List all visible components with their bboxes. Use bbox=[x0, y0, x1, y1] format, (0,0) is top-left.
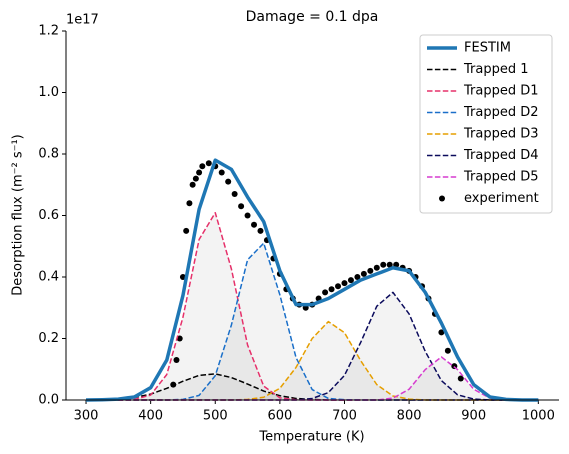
experiment-point bbox=[251, 221, 258, 228]
experiment-point bbox=[176, 335, 183, 342]
experiment-point bbox=[360, 270, 367, 277]
experiment-point bbox=[341, 280, 348, 287]
x-axis-label: Temperature (K) bbox=[258, 430, 364, 445]
legend-label: Trapped D3 bbox=[463, 127, 539, 142]
chart-title: Damage = 0.1 dpa bbox=[246, 9, 379, 25]
experiment-point bbox=[225, 178, 232, 185]
y-tick-label: 0.6 bbox=[38, 208, 59, 223]
area bbox=[86, 292, 539, 400]
experiment-point bbox=[373, 264, 380, 271]
experiment-point bbox=[173, 357, 180, 364]
x-tick-label: 900 bbox=[461, 409, 486, 424]
x-tick-label: 500 bbox=[203, 409, 228, 424]
area bbox=[86, 356, 539, 400]
legend-label: Trapped D5 bbox=[463, 170, 539, 185]
legend-marker bbox=[439, 195, 445, 202]
experiment-point bbox=[335, 283, 342, 290]
y-tick-label: 0.2 bbox=[38, 331, 59, 346]
x-tick-label: 1000 bbox=[522, 409, 555, 424]
experiment-point bbox=[438, 329, 445, 336]
experiment-point bbox=[231, 190, 238, 197]
x-tick-label: 800 bbox=[397, 409, 422, 424]
experiment-point bbox=[367, 267, 374, 274]
legend-label: Trapped D1 bbox=[463, 84, 539, 99]
y-tick-label: 0.0 bbox=[38, 393, 59, 408]
experiment-point bbox=[199, 163, 206, 170]
legend-label: Trapped 1 bbox=[463, 62, 529, 77]
legend-label: FESTIM bbox=[464, 41, 511, 56]
experiment-point bbox=[205, 160, 212, 167]
experiment-point bbox=[244, 212, 251, 219]
series-line bbox=[85, 158, 539, 402]
experiment-point bbox=[393, 261, 400, 268]
experiment-point bbox=[192, 175, 199, 182]
experiment-point bbox=[183, 227, 190, 234]
experiment-point bbox=[186, 200, 193, 207]
x-tick-label: 700 bbox=[332, 409, 357, 424]
experiment-point bbox=[347, 277, 354, 284]
y-tick-label: 0.8 bbox=[38, 147, 59, 162]
experiment-point bbox=[322, 289, 329, 296]
y-offset-label: 1e17 bbox=[66, 13, 99, 28]
experiment-point bbox=[196, 169, 203, 176]
experiment-point bbox=[257, 227, 264, 234]
y-axis-label: Desorption flux (m⁻² s⁻¹) bbox=[11, 134, 26, 295]
experiment-point bbox=[354, 274, 361, 280]
experiment-point bbox=[457, 375, 464, 382]
experiment-point bbox=[444, 347, 451, 354]
y-tick-label: 1.2 bbox=[38, 24, 59, 39]
experiment-point bbox=[386, 261, 393, 268]
legend-label: Trapped D4 bbox=[463, 148, 539, 163]
legend-box bbox=[419, 34, 553, 214]
area bbox=[86, 321, 539, 400]
x-tick-label: 400 bbox=[138, 409, 163, 424]
y-tick-label: 0.4 bbox=[38, 270, 59, 285]
experiment-point bbox=[189, 181, 196, 188]
experiment-point bbox=[328, 286, 335, 293]
x-tick-label: 300 bbox=[74, 409, 99, 424]
experiment-point bbox=[238, 203, 245, 210]
experiment-point bbox=[218, 169, 225, 176]
legend-label: Trapped D2 bbox=[463, 105, 539, 120]
area bbox=[86, 212, 539, 400]
y-tick-label: 1.0 bbox=[38, 85, 59, 100]
experiment-point bbox=[380, 261, 387, 268]
area bbox=[86, 373, 539, 400]
legend-label: experiment bbox=[464, 191, 539, 206]
x-tick-label: 600 bbox=[267, 409, 292, 424]
